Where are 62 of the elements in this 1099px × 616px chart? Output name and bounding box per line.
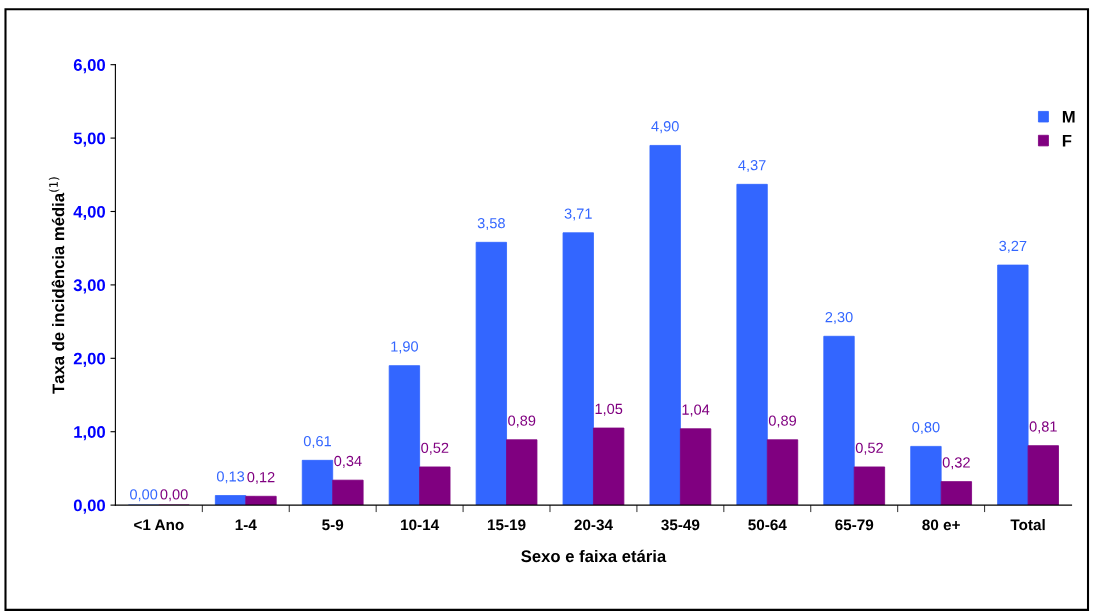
x-axis-title: Sexo e faixa etária <box>521 549 667 563</box>
y-tick-label: 3,00 <box>73 279 105 294</box>
data-label: 1,90 <box>391 341 419 354</box>
x-tick-label: 80 e+ <box>922 519 960 531</box>
x-tick-label: 10-14 <box>401 519 440 531</box>
bar <box>940 481 972 506</box>
bar <box>679 428 712 506</box>
data-label: 0,89 <box>508 415 536 428</box>
x-tick-label: 35-49 <box>661 519 700 531</box>
data-label: 0,34 <box>334 455 362 468</box>
y-tick-label: 4,00 <box>73 205 105 221</box>
bar <box>853 466 886 506</box>
data-label: 0,32 <box>942 457 970 470</box>
bar <box>506 439 538 506</box>
data-label: 2,30 <box>825 311 853 325</box>
y-tick-label: 2,00 <box>73 352 105 367</box>
legend-label: M <box>1062 111 1075 123</box>
data-label: 1,05 <box>595 403 623 416</box>
x-tick-label: 65-79 <box>835 519 874 531</box>
data-label: 0,81 <box>1029 421 1057 434</box>
legend-label: F <box>1062 134 1072 147</box>
data-label: 0,00 <box>160 489 188 502</box>
bar <box>388 365 421 506</box>
data-label: 3,58 <box>477 218 505 231</box>
bar <box>332 479 364 506</box>
y-tick-label: 1,00 <box>74 426 105 441</box>
bar <box>593 427 625 506</box>
data-label: 0,61 <box>303 436 331 449</box>
x-tick-label: 15-19 <box>487 519 526 531</box>
data-label: 0,00 <box>130 489 158 502</box>
bar <box>823 335 855 506</box>
data-label: 4,90 <box>651 121 679 134</box>
y-axis-title: Taxa de incidência média$^{(1)}$ <box>48 177 65 394</box>
x-tick-label: 50-64 <box>748 519 787 531</box>
data-label: 0,12 <box>247 471 275 485</box>
data-label: 0,52 <box>855 442 883 455</box>
bar <box>419 466 451 506</box>
y-tick-label: 5,00 <box>73 132 105 147</box>
x-tick-label: <1 Ano <box>134 519 184 531</box>
y-tick-label: 6,00 <box>73 59 105 74</box>
data-label: 3,71 <box>564 208 592 221</box>
data-label: 1,04 <box>682 404 710 417</box>
bar <box>1027 445 1059 506</box>
x-tick-label: 5-9 <box>322 519 344 531</box>
bar <box>997 264 1029 506</box>
y-tick-label: 0,00 <box>73 499 105 514</box>
data-label: 0,89 <box>768 415 797 428</box>
x-tick-label: 1-4 <box>235 519 257 531</box>
bar <box>475 241 507 506</box>
bar <box>301 459 334 506</box>
data-label: 3,27 <box>999 240 1027 253</box>
bar <box>736 183 768 506</box>
bar <box>910 445 942 506</box>
x-tick-label: 20-34 <box>574 519 613 531</box>
data-label: 0,13 <box>216 471 245 484</box>
bar <box>562 232 594 506</box>
data-label: 0,52 <box>421 442 449 455</box>
data-label: 4,37 <box>738 160 766 173</box>
bar <box>649 145 681 506</box>
x-tick-label: Total <box>1010 519 1045 531</box>
bar <box>766 439 799 506</box>
data-label: 0,80 <box>912 422 940 435</box>
